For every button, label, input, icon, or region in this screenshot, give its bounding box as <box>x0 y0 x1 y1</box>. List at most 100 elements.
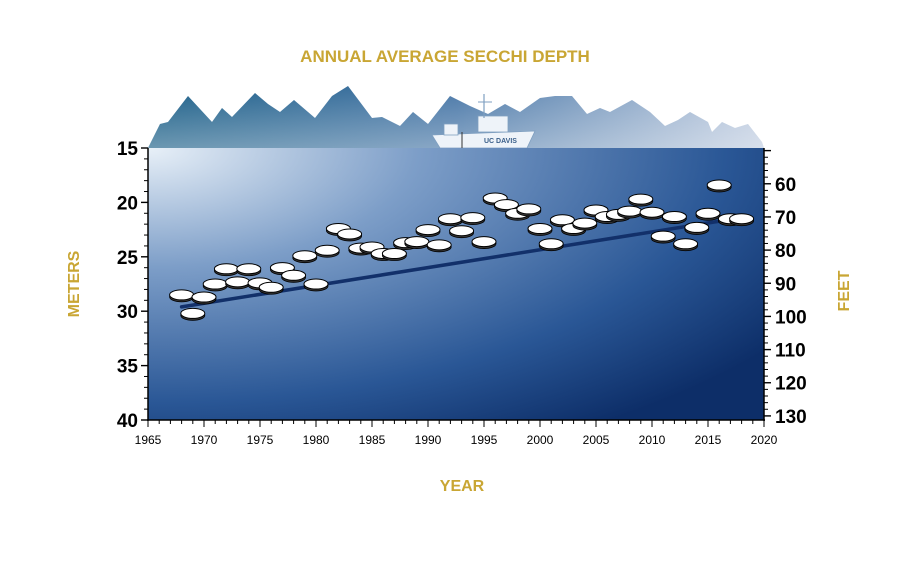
x-tick-label: 1975 <box>247 433 274 447</box>
secchi-disk-top <box>650 230 676 242</box>
x-tick-label: 1965 <box>135 433 162 447</box>
secchi-disk-point <box>437 213 463 227</box>
y-tick-label-meters: 15 <box>117 139 139 160</box>
x-axis-title: YEAR <box>440 478 485 495</box>
x-tick-label: 1980 <box>303 433 330 447</box>
secchi-disk-point <box>337 228 363 242</box>
secchi-disk-top <box>381 248 407 260</box>
y-axis-title-left: METERS <box>66 250 83 317</box>
secchi-disk-point <box>202 278 228 292</box>
secchi-disk-point <box>303 278 329 292</box>
y-tick-label-feet: 110 <box>775 341 806 362</box>
y-tick-label-feet: 130 <box>775 407 807 428</box>
x-tick-label: 1995 <box>471 433 498 447</box>
secchi-disk-point <box>471 236 497 249</box>
secchi-disk-point <box>213 263 239 277</box>
x-tick-label: 1985 <box>359 433 386 447</box>
y-tick-label-feet: 90 <box>775 274 796 295</box>
secchi-disk-top <box>572 217 598 229</box>
secchi-disk-top <box>684 221 710 233</box>
secchi-disk-top <box>236 263 262 275</box>
y-tick-label-feet: 100 <box>775 307 807 328</box>
y-tick-label-meters: 20 <box>117 193 138 214</box>
secchi-disk-top <box>527 223 553 235</box>
secchi-disk-top <box>437 213 463 225</box>
secchi-disk-point <box>673 238 699 252</box>
secchi-disk-point <box>236 263 262 277</box>
secchi-disk-top <box>269 262 295 274</box>
secchi-disk-top <box>415 224 441 236</box>
secchi-disk-top <box>493 199 519 211</box>
secchi-disk-point <box>426 239 452 253</box>
x-tick-label: 2020 <box>751 433 778 447</box>
secchi-disk-point <box>258 281 284 295</box>
secchi-disk-top <box>303 278 329 290</box>
secchi-disk-top <box>471 236 497 248</box>
secchi-disk-point <box>706 179 732 193</box>
secchi-disk-top <box>169 289 195 301</box>
secchi-disk-top <box>449 225 475 237</box>
secchi-disk-point <box>628 193 654 207</box>
secchi-disk-top <box>706 179 732 191</box>
secchi-disk-top <box>729 213 755 225</box>
y-tick-label-meters: 35 <box>117 357 139 378</box>
secchi-disk-point <box>404 236 430 249</box>
secchi-disk-point <box>695 207 721 221</box>
secchi-disk-top <box>673 238 699 250</box>
chart-title: ANNUAL AVERAGE SECCHI DEPTH <box>300 47 590 66</box>
secchi-disk-point <box>538 238 564 252</box>
x-tick-label: 2010 <box>639 433 666 447</box>
secchi-disk-top <box>191 291 217 303</box>
mountain-haze <box>148 86 764 148</box>
secchi-disk-point <box>381 248 407 261</box>
secchi-disk-top <box>281 269 307 281</box>
y-tick-label-meters: 25 <box>117 248 139 269</box>
secchi-disk-top <box>538 238 564 250</box>
y-tick-label-feet: 80 <box>775 241 796 262</box>
y-tick-label-feet: 60 <box>775 175 796 196</box>
uc-davis-logo: UC DAVIS <box>484 138 517 145</box>
x-tick-label: 2015 <box>695 433 722 447</box>
secchi-disk-top <box>516 203 542 215</box>
secchi-disk-top <box>661 211 687 223</box>
secchi-disk-point <box>661 211 687 224</box>
secchi-disk-top <box>404 236 430 248</box>
secchi-disk-point <box>650 230 676 244</box>
secchi-disk-point <box>415 224 441 238</box>
secchi-disk-top <box>617 205 643 217</box>
secchi-disk-top <box>292 250 318 262</box>
y-tick-label-meters: 30 <box>117 302 138 323</box>
secchi-disk-point <box>314 244 340 258</box>
secchi-disk-point <box>169 289 195 303</box>
secchi-disk-top <box>695 207 721 219</box>
y-axis-title-right: FEET <box>836 270 853 311</box>
secchi-disk-point <box>572 217 598 231</box>
secchi-disk-point <box>281 269 307 283</box>
x-tick-label: 2005 <box>583 433 610 447</box>
secchi-disk-point <box>292 250 318 264</box>
secchi-disk-top <box>258 281 284 293</box>
secchi-disk-point <box>684 221 710 235</box>
secchi-disk-point <box>516 203 542 217</box>
y-tick-label-feet: 120 <box>775 374 807 395</box>
secchi-disk-point <box>180 307 206 321</box>
secchi-disk-top <box>337 228 363 240</box>
x-tick-label: 1970 <box>191 433 218 447</box>
secchi-disk-point <box>460 212 486 226</box>
secchi-disk-top <box>628 193 654 205</box>
y-tick-label-meters: 40 <box>117 411 138 432</box>
secchi-disk-point <box>449 225 475 239</box>
secchi-disk-point <box>639 206 665 220</box>
secchi-disk-top <box>639 206 665 218</box>
secchi-disk-top <box>180 307 206 319</box>
secchi-disk-top <box>549 214 575 226</box>
secchi-disk-point <box>527 223 553 236</box>
secchi-disk-top <box>225 276 251 288</box>
secchi-disk-top <box>202 278 228 290</box>
secchi-disk-top <box>314 244 340 256</box>
y-tick-label-feet: 70 <box>775 208 796 229</box>
secchi-disk-point <box>617 205 643 219</box>
secchi-disk-top <box>426 239 452 251</box>
x-tick-label: 1990 <box>415 433 442 447</box>
